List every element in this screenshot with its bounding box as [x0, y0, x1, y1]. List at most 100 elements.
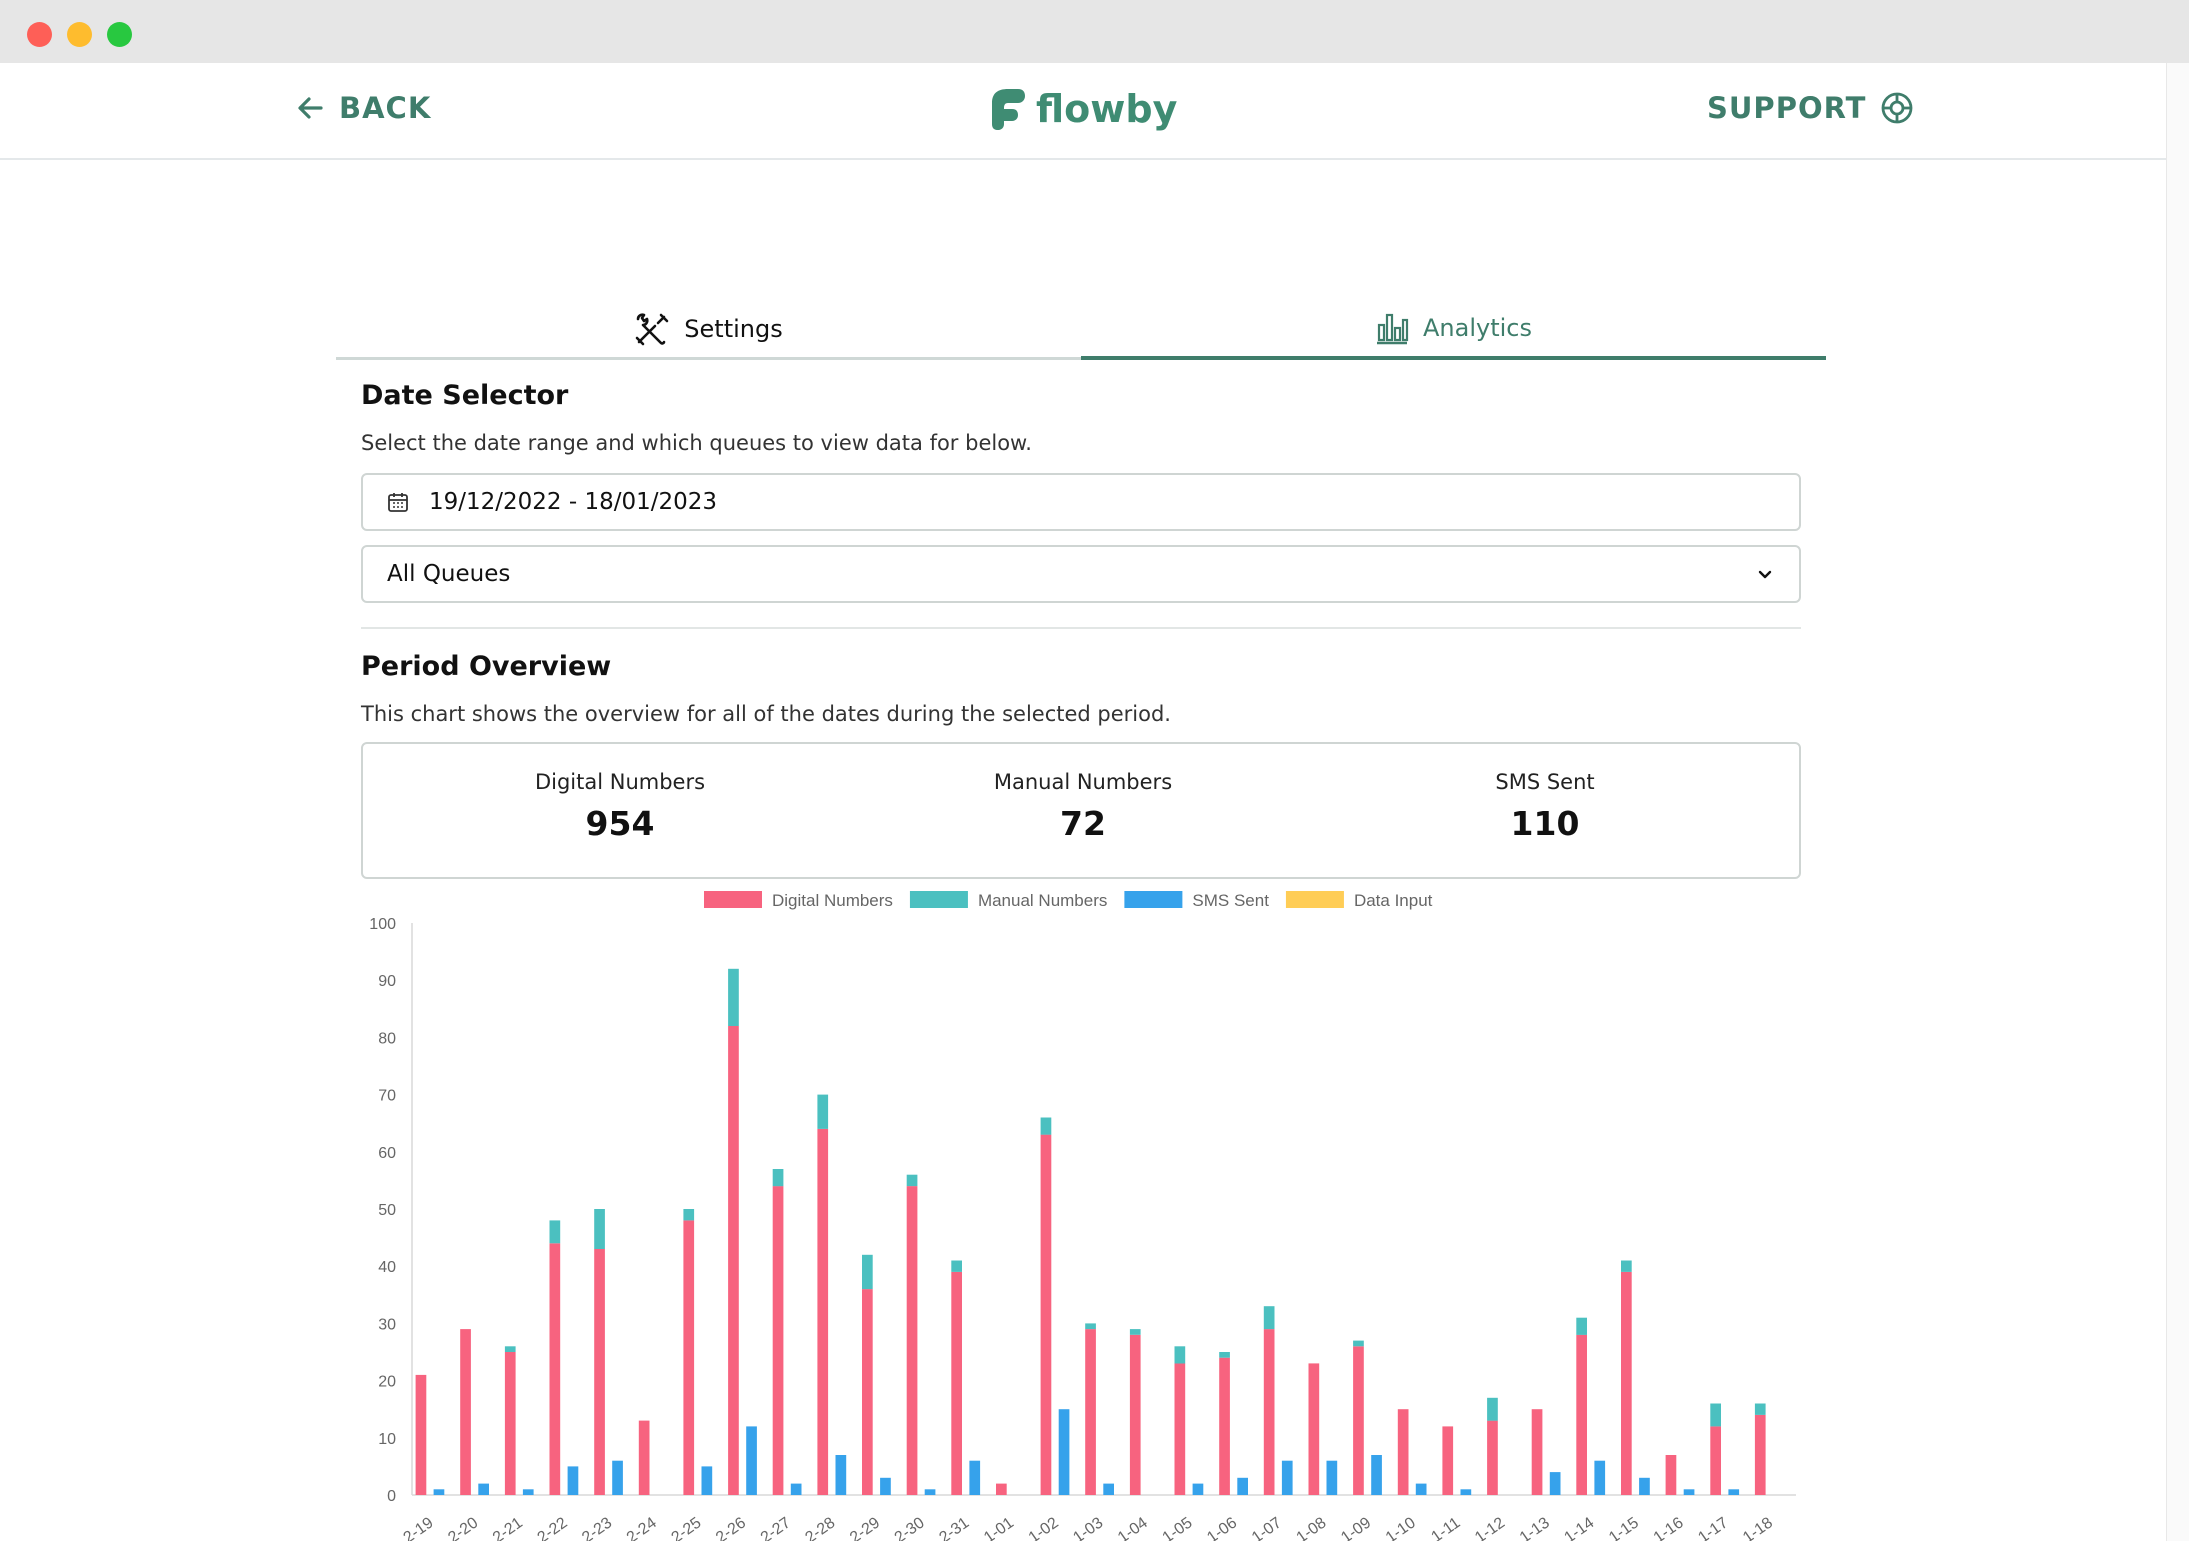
stats-summary-card: Digital Numbers 954 Manual Numbers 72 SM… — [361, 742, 1801, 879]
legend-label: Data Input — [1354, 891, 1433, 910]
bar-segment — [460, 1329, 471, 1495]
maximize-window-button[interactable] — [107, 22, 132, 47]
bar-segment — [1237, 1477, 1248, 1495]
bar-segment — [594, 1249, 605, 1495]
date-selector-description: Select the date range and which queues t… — [361, 431, 1032, 455]
tab-settings[interactable]: Settings — [336, 300, 1081, 360]
x-tick-label: 2-27 — [758, 1514, 794, 1541]
x-tick-label: 1-05 — [1160, 1514, 1196, 1541]
bar-segment — [567, 1466, 579, 1495]
bar-segment — [701, 1466, 713, 1495]
x-tick-label: 1-11 — [1428, 1514, 1463, 1541]
bar-segment — [1576, 1317, 1587, 1335]
bar-segment — [1460, 1489, 1472, 1495]
support-label: SUPPORT — [1707, 91, 1867, 125]
bar-segment — [1683, 1489, 1695, 1495]
bar-segment — [817, 1094, 829, 1129]
flowby-logo[interactable]: flowby — [988, 87, 1177, 131]
queue-select[interactable]: All Queues — [361, 545, 1801, 603]
bar-segment — [951, 1271, 962, 1495]
bar-segment — [504, 1346, 516, 1352]
bar-segment — [746, 1426, 757, 1495]
bar-segment — [1549, 1472, 1561, 1495]
legend-swatch — [704, 891, 762, 908]
stat-label: Digital Numbers — [534, 770, 706, 794]
bar-segment — [1174, 1363, 1186, 1495]
page-scrollbar[interactable] — [2166, 63, 2189, 1541]
stat-value: 110 — [1510, 804, 1580, 843]
x-tick-label: 1-13 — [1517, 1514, 1553, 1541]
period-overview-chart: Digital Numbers Manual Numbers SMS Sent Dat… — [356, 880, 1806, 1545]
back-label: BACK — [339, 91, 432, 125]
x-tick-label: 2-25 — [669, 1514, 705, 1541]
date-range-input[interactable]: 19/12/2022 - 18/01/2023 — [361, 473, 1801, 531]
bar-segment — [772, 1169, 784, 1187]
bar-segment — [1040, 1117, 1052, 1135]
x-tick-label: 1-10 — [1383, 1514, 1419, 1541]
bar-segment — [906, 1186, 918, 1495]
y-tick-label: 0 — [387, 1488, 396, 1505]
bar-segment — [969, 1460, 981, 1495]
bar-segment — [1754, 1403, 1766, 1415]
bar-segment — [1621, 1271, 1632, 1495]
close-window-button[interactable] — [27, 22, 52, 47]
bar-segment — [415, 1374, 427, 1495]
y-tick-label: 30 — [378, 1316, 396, 1333]
y-tick-label: 20 — [378, 1374, 396, 1391]
x-tick-label: 1-01 — [981, 1514, 1017, 1541]
bar-segment — [1103, 1483, 1114, 1495]
window-titlebar — [0, 0, 2189, 63]
bar-segment — [1371, 1455, 1382, 1495]
support-button[interactable]: SUPPORT — [1707, 91, 1914, 125]
bar-segment — [1415, 1483, 1427, 1495]
stat-sms-sent: SMS Sent 110 — [1395, 770, 1695, 843]
stat-label: Manual Numbers — [993, 770, 1173, 794]
legend-swatch — [909, 891, 968, 908]
top-navigation-bar: BACK flowby SUPPORT — [0, 63, 2166, 160]
chevron-down-icon — [1758, 570, 1772, 579]
x-tick-label: 1-03 — [1070, 1514, 1106, 1541]
bar-segment — [880, 1477, 891, 1495]
bar-segment — [1665, 1455, 1677, 1495]
bar-segment — [594, 1209, 605, 1249]
x-tick-label: 1-12 — [1472, 1514, 1508, 1541]
bar-segment — [790, 1483, 802, 1495]
y-tick-label: 60 — [378, 1145, 396, 1162]
x-tick-label: 1-16 — [1651, 1514, 1687, 1541]
y-tick-label: 50 — [378, 1202, 396, 1219]
legend-swatch — [1124, 891, 1183, 908]
stat-value: 954 — [585, 804, 655, 843]
x-tick-label: 1-15 — [1606, 1514, 1642, 1541]
bar-segment — [1353, 1340, 1364, 1347]
bar-segment — [1263, 1306, 1275, 1330]
bar-segment — [522, 1489, 534, 1495]
bar-segment — [1531, 1409, 1543, 1495]
x-tick-label: 1-18 — [1740, 1514, 1776, 1541]
bar-segment — [683, 1209, 695, 1221]
bar-segment — [1281, 1460, 1293, 1495]
bar-segment — [1442, 1426, 1454, 1495]
bar-segment — [1085, 1329, 1096, 1495]
x-tick-label: 2-31 — [936, 1514, 972, 1541]
y-tick-label: 100 — [369, 916, 396, 933]
bar-segment — [1308, 1363, 1320, 1495]
bar-segment — [1040, 1134, 1052, 1495]
bar-segment — [504, 1352, 516, 1495]
bar-segment — [862, 1254, 873, 1290]
bar-segment — [1594, 1460, 1606, 1495]
stat-manual-numbers: Manual Numbers 72 — [933, 770, 1233, 843]
bar-segment — [835, 1455, 847, 1495]
tools-icon — [635, 312, 669, 345]
minimize-window-button[interactable] — [67, 22, 92, 47]
bar-segment — [951, 1260, 962, 1272]
period-overview-description: This chart shows the overview for all of… — [361, 702, 1171, 726]
x-tick-label: 1-06 — [1204, 1514, 1240, 1541]
tab-analytics[interactable]: Analytics — [1081, 300, 1826, 360]
stat-label: SMS Sent — [1495, 770, 1595, 794]
x-tick-label: 1-07 — [1249, 1514, 1285, 1541]
back-button[interactable]: BACK — [295, 91, 431, 125]
period-overview-title: Period Overview — [361, 651, 612, 682]
x-tick-label: 1-08 — [1294, 1514, 1330, 1541]
bar-segment — [817, 1128, 829, 1495]
x-tick-label: 1-02 — [1026, 1514, 1062, 1541]
